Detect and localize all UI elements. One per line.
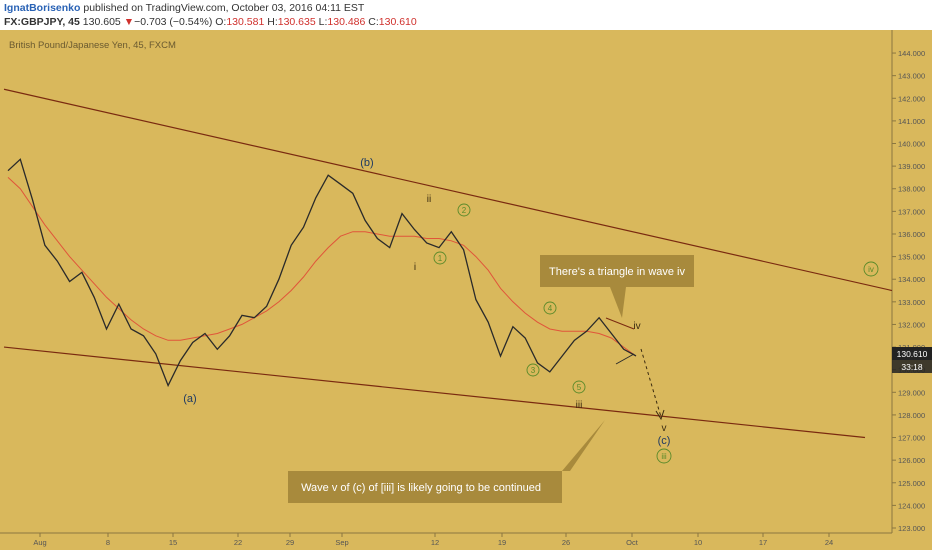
low-value: 130.486: [327, 16, 366, 28]
wave-label-b: (b): [360, 157, 373, 169]
wave-label-green-2-ring: [457, 203, 471, 217]
close-value: 130.610: [378, 16, 417, 28]
wave-label-green-3: 3: [531, 366, 536, 375]
price-tick-label: 140.000: [898, 140, 925, 149]
callout-continued[interactable]: Wave v of (c) of [iii] is likely going t…: [288, 420, 605, 503]
wave-label-c: (c): [658, 435, 671, 447]
arrowhead: [655, 409, 665, 421]
current-price-tag: 130.610 33:18: [892, 347, 932, 373]
price-tick-label: 126.000: [898, 456, 925, 465]
symbol-label: FX:GBPJPY, 45: [4, 16, 80, 28]
high-value: 130.635: [277, 16, 316, 28]
wave-label-green-4: 4: [548, 304, 553, 313]
upper-trendline: [3, 88, 893, 292]
time-tick-label: 15: [169, 538, 177, 547]
time-tick-label: 10: [694, 538, 702, 547]
price-tick-label: 144.000: [898, 49, 925, 58]
callout-triangle-text: There's a triangle in wave iv: [549, 266, 685, 278]
price-tick-label: 141.000: [898, 117, 925, 126]
price-tick-label: 139.000: [898, 162, 925, 171]
wave-label-ii: ii: [427, 194, 431, 205]
wave-label-iii: iii: [576, 400, 583, 411]
price-tick-label: 134.000: [898, 275, 925, 284]
time-tick-label: 26: [562, 538, 570, 547]
published-text: published on TradingView.com, October 03…: [80, 2, 365, 14]
price-tick-label: 132.000: [898, 320, 925, 329]
wave-label-green-5-ring: [572, 380, 586, 394]
time-tick-label: Sep: [335, 538, 348, 547]
price-tick-label: 125.000: [898, 479, 925, 488]
price-tick-label: 136.000: [898, 230, 925, 239]
time-tick-label: 24: [825, 538, 833, 547]
open-value: 130.581: [226, 16, 265, 28]
wave-label-green-4-ring: [543, 301, 557, 315]
wave-label-green-2: 2: [462, 206, 467, 215]
price-tick-label: 123.000: [898, 524, 925, 533]
wave-label-green-3-ring: [526, 363, 540, 377]
wave-label-green-1: 1: [438, 254, 443, 263]
time-tick-label: 8: [106, 538, 110, 547]
price-axis[interactable]: 123.000 124.000 125.000 126.000 127.000 128.0…: [892, 49, 925, 533]
price-tick-label: 138.000: [898, 185, 925, 194]
price-tick-label: 142.000: [898, 94, 925, 103]
chart-title: British Pound/Japanese Yen, 45, FXCM: [9, 40, 176, 51]
time-tick-label: 19: [498, 538, 506, 547]
publish-line: IgnatBorisenko published on TradingView.…: [4, 2, 364, 14]
moving-average-line: [7, 177, 637, 357]
price-tick-label: 127.000: [898, 434, 925, 443]
wave-label-green-5: 5: [577, 383, 582, 392]
triangle-pattern: [605, 317, 635, 365]
wave-label-green-iv-ring: [863, 261, 879, 277]
price-tick-label: 137.000: [898, 207, 925, 216]
svg-text:130.610: 130.610: [897, 349, 928, 359]
price-change: −0.703 (−0.54%): [134, 16, 213, 28]
price-tick-label: 135.000: [898, 253, 925, 262]
last-price: 130.605: [82, 16, 121, 28]
time-tick-label: 17: [759, 538, 767, 547]
lower-trendline: [3, 346, 866, 439]
wave-label-iv: iv: [633, 321, 640, 332]
svg-text:33:18: 33:18: [901, 362, 923, 372]
time-tick-label: 29: [286, 538, 294, 547]
wave-label-green-iv: iv: [868, 265, 874, 274]
time-axis[interactable]: Aug 8 15 22 29 Sep 12 19 26 Oct 10 17 24: [33, 533, 833, 547]
time-tick-label: Oct: [626, 538, 639, 547]
time-tick-label: 12: [431, 538, 439, 547]
price-tick-label: 128.000: [898, 411, 925, 420]
price-tick-label: 133.000: [898, 298, 925, 307]
chart-background: [0, 30, 932, 550]
wave-label-v: v: [662, 423, 667, 434]
callout-triangle[interactable]: There's a triangle in wave iv: [540, 255, 694, 318]
down-arrow-icon: ▼: [123, 16, 135, 28]
time-tick-label: Aug: [33, 538, 46, 547]
ohlc-line: FX:GBPJPY, 45 130.605 ▼−0.703 (−0.54%) O…: [4, 16, 417, 28]
price-tick-label: 129.000: [898, 388, 925, 397]
trendlines: [3, 88, 893, 439]
wave-label-green-iii: iii: [661, 452, 667, 461]
author-link[interactable]: IgnatBorisenko: [4, 2, 81, 14]
chart-header: IgnatBorisenko published on TradingView.…: [0, 0, 932, 30]
callout-continued-text: Wave v of (c) of [iii] is likely going t…: [301, 482, 541, 494]
wave-label-green-iii-ring: [656, 448, 672, 464]
wave-label-a: (a): [183, 393, 196, 405]
wave-label-i: i: [414, 262, 416, 273]
time-tick-label: 22: [234, 538, 242, 547]
price-series-line: [7, 158, 637, 388]
price-tick-label: 143.000: [898, 72, 925, 81]
price-tick-label: 124.000: [898, 501, 925, 510]
wave-label-green-1-ring: [433, 251, 447, 265]
